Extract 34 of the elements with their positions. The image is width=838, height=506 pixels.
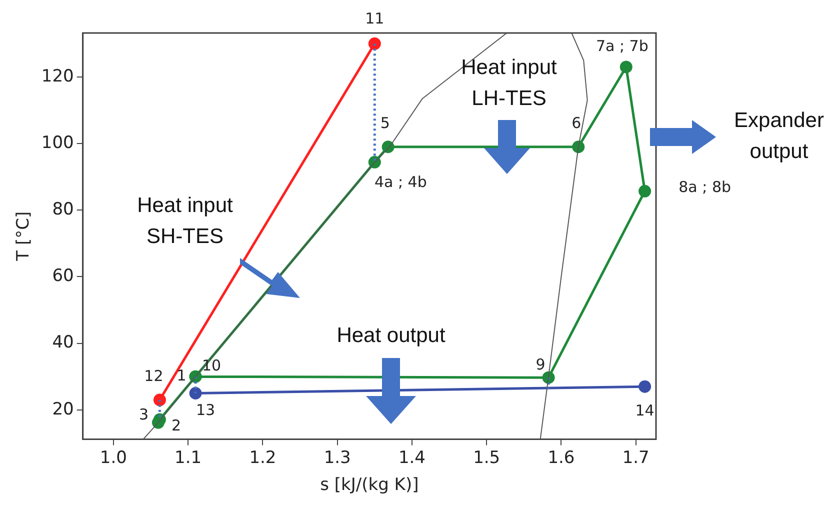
annotation: 11 bbox=[365, 10, 384, 28]
annotation: 5 bbox=[380, 114, 390, 132]
x-tick-label: 1.2 bbox=[249, 448, 276, 468]
x-tick-label: 1.4 bbox=[398, 448, 426, 468]
annotation: 10 bbox=[202, 356, 222, 374]
annotation: 7a ; 7b bbox=[596, 36, 648, 55]
annotation: 8a ; 8b bbox=[678, 178, 731, 196]
x-tick-label: 1.1 bbox=[174, 448, 202, 468]
annotation: 3 bbox=[138, 405, 148, 424]
annotation: 6 bbox=[572, 114, 582, 132]
y-axis-title: T [°C] bbox=[14, 211, 34, 262]
annotation: 9 bbox=[536, 355, 546, 374]
annotation: Heat input LH-TES bbox=[460, 55, 558, 112]
x-tick-label: 1.7 bbox=[622, 448, 650, 468]
text: Expander output bbox=[733, 108, 825, 165]
y-tick-label: 100 bbox=[41, 132, 74, 153]
annotation: 1 bbox=[176, 366, 186, 384]
annotation: 4a ; 4b bbox=[374, 173, 427, 192]
annotation: 13 bbox=[196, 401, 216, 420]
annotation: 2 bbox=[171, 416, 181, 434]
y-tick-label: 60 bbox=[52, 266, 74, 286]
y-tick-label: 80 bbox=[52, 200, 74, 220]
annotation: 14 bbox=[635, 401, 654, 420]
x-tick-label: 1.0 bbox=[100, 448, 127, 468]
annotation: Heat input SH-TES bbox=[136, 193, 234, 250]
y-tick-label: 40 bbox=[52, 332, 74, 353]
y-tick-label: 20 bbox=[52, 399, 74, 420]
annotation: Heat output bbox=[336, 323, 446, 349]
y-tick-label: 120 bbox=[41, 66, 74, 86]
x-tick-label: 1.6 bbox=[548, 448, 575, 468]
annotation: 12 bbox=[144, 366, 164, 385]
x-tick-label: 1.3 bbox=[324, 448, 351, 468]
x-axis-title: s [kJ/(kg K)] bbox=[320, 475, 419, 496]
x-tick-label: 1.5 bbox=[473, 448, 500, 468]
